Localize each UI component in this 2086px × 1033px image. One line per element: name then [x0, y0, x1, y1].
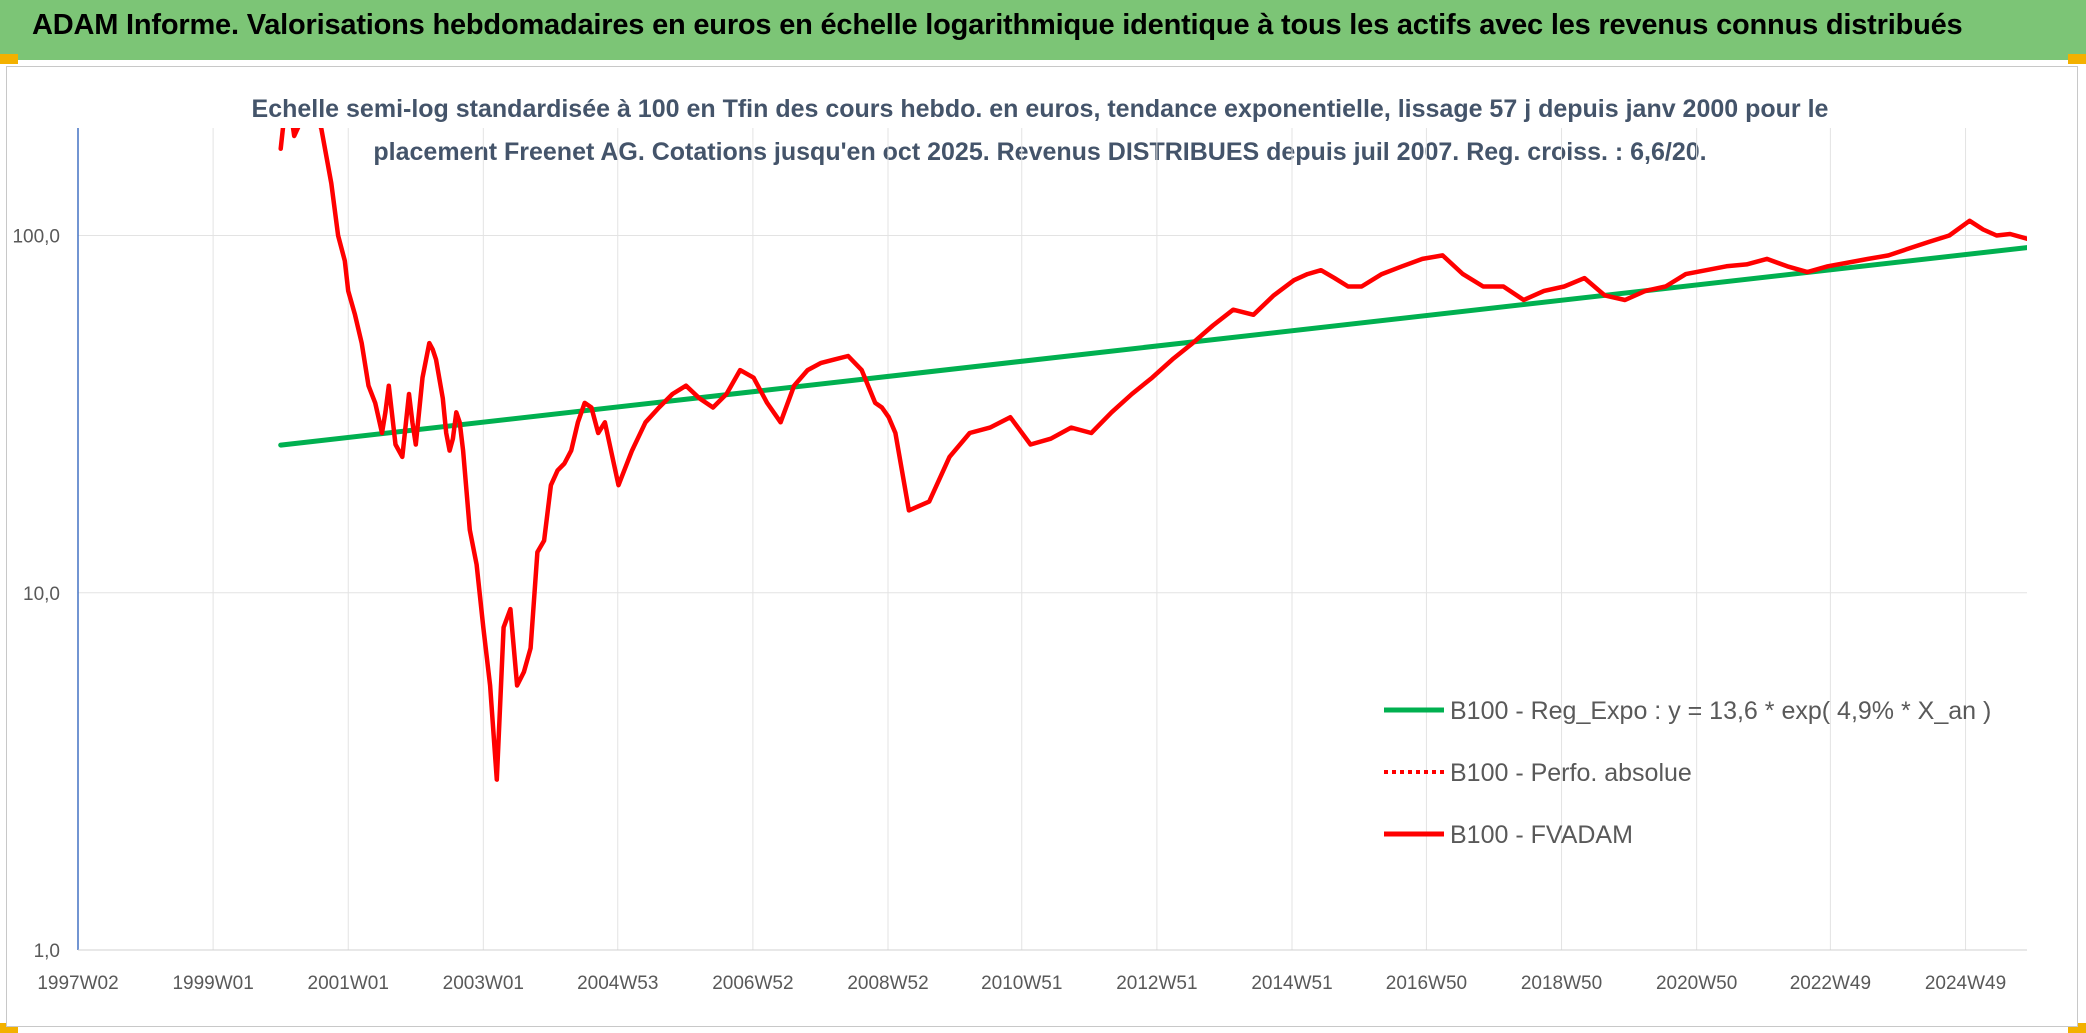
chart-title: Echelle semi-log standardisée à 100 en T… — [160, 88, 1920, 174]
series-line-reg-expo — [278, 245, 2027, 448]
x-tick-label: 2004W53 — [577, 973, 658, 994]
x-tick-label: 2018W50 — [1521, 973, 1602, 994]
x-tick-label: 1997W02 — [37, 973, 118, 994]
y-tick-label: 1,0 — [34, 941, 60, 962]
corner-marker-bottom-left — [0, 1023, 18, 1033]
legend-label: B100 - Perfo. absolue — [1450, 759, 1692, 787]
legend-label: B100 - FVADAM — [1450, 821, 1633, 849]
series-line-fvadam — [278, 128, 2027, 782]
x-tick-label: 2008W52 — [847, 973, 928, 994]
report-banner: ADAM Informe. Valorisations hebdomadaire… — [0, 0, 2086, 60]
report-title: ADAM Informe. Valorisations hebdomadaire… — [32, 9, 1963, 41]
y-tick-label: 100,0 — [12, 227, 60, 248]
legend: B100 - Reg_Expo : y = 13,6 * exp( 4,9% *… — [1384, 697, 1991, 849]
corner-marker-top-right — [2068, 54, 2086, 64]
x-tick-label: 2010W51 — [981, 973, 1062, 994]
chart-frame — [6, 66, 2078, 1027]
x-tick-label: 2024W49 — [1925, 973, 2006, 994]
x-tick-label: 2020W50 — [1656, 973, 1737, 994]
corner-marker-top-left — [0, 54, 18, 64]
x-tick-label: 2016W50 — [1386, 973, 1467, 994]
grid-lines — [77, 128, 2027, 951]
x-tick-label: 2022W49 — [1790, 973, 1871, 994]
x-tick-label: 1999W01 — [172, 973, 253, 994]
x-tick-label: 2001W01 — [308, 973, 389, 994]
y-tick-label: 10,0 — [23, 584, 60, 605]
legend-label: B100 - Reg_Expo : y = 13,6 * exp( 4,9% *… — [1450, 697, 1991, 725]
y-axis-ticks: 1,0 10,0 100,0 — [12, 227, 60, 962]
chart-title-line-2: placement Freenet AG. Cotations jusqu'en… — [373, 138, 1707, 166]
x-tick-label: 2003W01 — [443, 973, 524, 994]
series-layer — [278, 128, 2027, 782]
chart-title-line-1: Echelle semi-log standardisée à 100 en T… — [251, 95, 1829, 123]
x-axis-ticks: 1997W02 1999W01 2001W01 2003W01 2004W53 2006W… — [37, 973, 2006, 994]
x-tick-label: 2014W51 — [1251, 973, 1332, 994]
x-tick-label: 2012W51 — [1116, 973, 1197, 994]
x-tick-label: 2006W52 — [712, 973, 793, 994]
corner-marker-bottom-right — [2068, 1023, 2086, 1033]
